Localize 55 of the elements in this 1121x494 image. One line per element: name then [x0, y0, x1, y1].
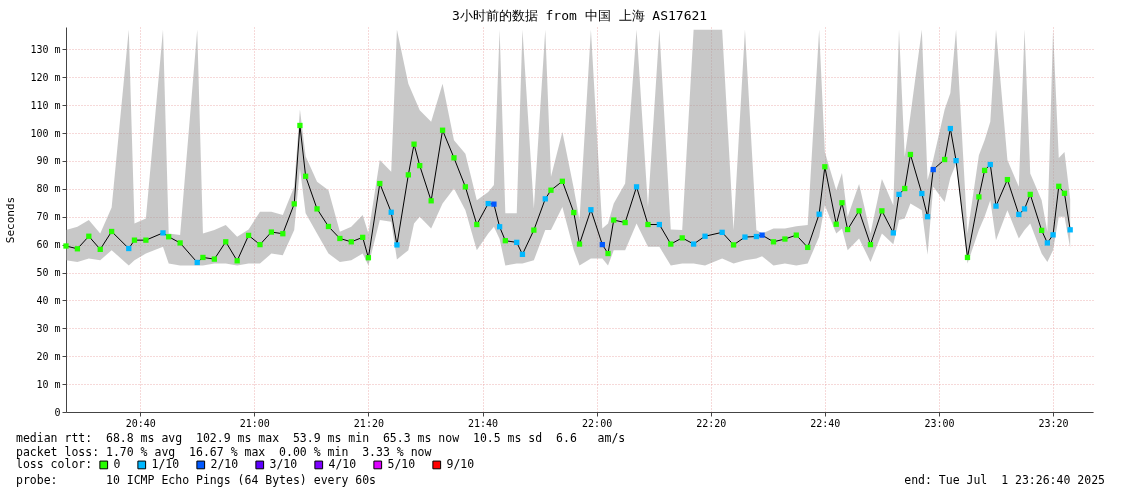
x-tick-label: 23:20 — [1038, 417, 1069, 429]
legend-label: 5/10 — [387, 456, 416, 471]
point — [702, 233, 708, 239]
y-tick-label: 100 m — [30, 127, 61, 139]
point — [633, 184, 640, 190]
y-tick-label: 120 m — [30, 71, 61, 83]
y-tick-label: 20 m — [36, 350, 61, 362]
point — [759, 232, 765, 238]
legend-label: 2/10 — [210, 456, 239, 471]
y-tick-label: 130 m — [30, 43, 61, 55]
y-axis-title: Seconds — [4, 196, 18, 244]
point — [394, 242, 400, 248]
y-tick-label: 90 m — [36, 155, 61, 167]
x-tick-label: 21:40 — [467, 417, 499, 429]
point — [742, 234, 748, 240]
x-tick-label: 22:20 — [696, 417, 727, 429]
point — [1021, 206, 1028, 212]
point — [690, 241, 697, 247]
y-tick-label: 40 m — [36, 294, 61, 306]
y-tick-label: 0 — [54, 406, 61, 418]
y-tick-label: 60 m — [36, 239, 61, 251]
point — [816, 211, 822, 217]
chart-title: 3小时前的数据 from 中国 上海 AS17621 — [451, 8, 708, 23]
x-tick-label: 21:20 — [353, 417, 384, 429]
legend-label: 4/10 — [328, 456, 357, 471]
point — [890, 230, 896, 236]
text: median rtt: 68.8 ms avg 102.9 ms max 53.9 ms min 65.3 ms now 10.5 ms sd 6.6 am/s — [16, 431, 627, 445]
point — [588, 207, 594, 213]
point — [993, 203, 999, 209]
x-tick-label: 20:40 — [125, 417, 156, 429]
point — [953, 157, 959, 164]
point — [491, 201, 497, 207]
point — [542, 196, 548, 202]
y-tick-label: 110 m — [30, 99, 61, 111]
point — [719, 229, 725, 235]
y-tick-label: 80 m — [36, 183, 61, 195]
y-tick-label: 50 m — [36, 267, 61, 279]
y-tick-label: 30 m — [36, 322, 61, 334]
point — [896, 191, 902, 198]
x-tick-label: 22:40 — [810, 417, 841, 429]
text: packet loss: 1.70 % avg 16.67 % max 0.00 % min 3.33 % now — [16, 445, 432, 459]
point — [1050, 232, 1056, 238]
text: probe: 10 ICMP Echo Pings (64 Bytes) every 60s — [16, 473, 377, 487]
point — [1044, 240, 1050, 246]
legend-title: loss color: — [16, 457, 93, 471]
legend-label: 3/10 — [269, 456, 298, 471]
text: end: Tue Jul 1 23:26:40 2025 — [904, 473, 1105, 487]
legend-label: 0 — [113, 456, 121, 471]
x-tick-label: 22:00 — [582, 417, 613, 429]
y-tick-label: 70 m — [36, 211, 61, 223]
point — [160, 230, 166, 236]
x-tick-label: 21:00 — [239, 417, 270, 429]
x-tick-label: 23:00 — [924, 417, 955, 429]
legend-label: 9/10 — [446, 456, 475, 471]
y-tick-label: 10 m — [36, 378, 61, 390]
